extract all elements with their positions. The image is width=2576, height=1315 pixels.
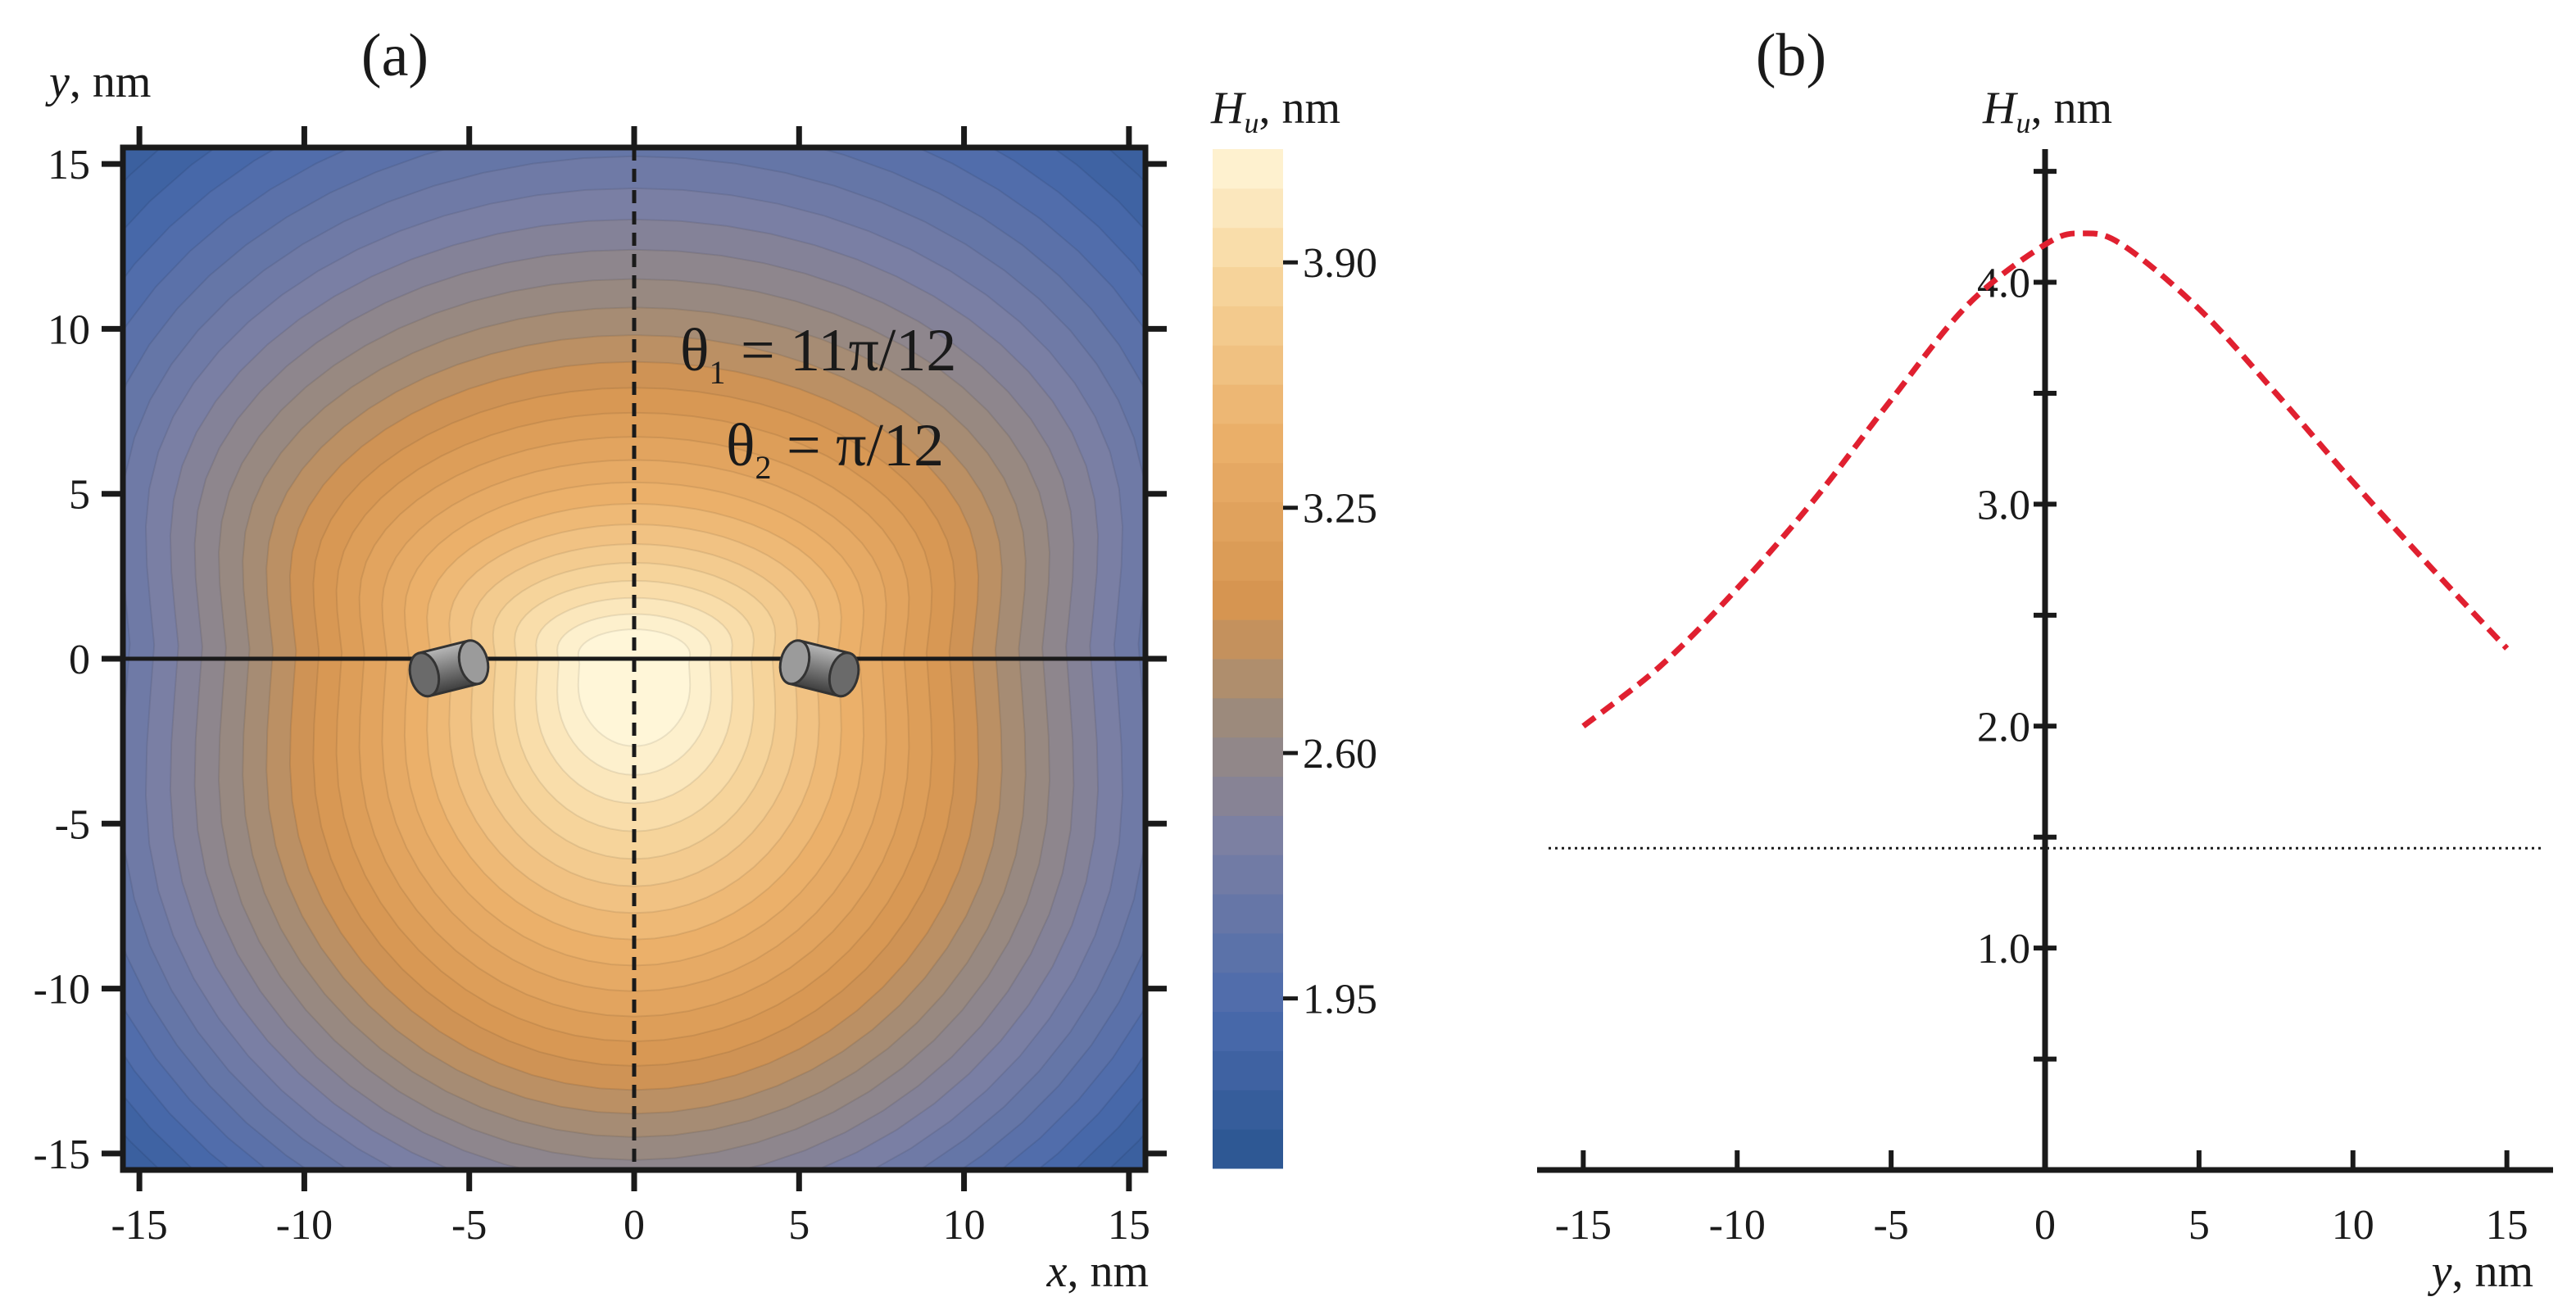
colorbar-band <box>1213 1090 1283 1130</box>
colorbar-band <box>1213 815 1283 855</box>
colorbar-label: 3.90 <box>1303 240 1377 287</box>
x-tick-label: 5 <box>788 1202 810 1249</box>
panel-b-label: (b) <box>1756 22 1826 89</box>
theta1-annotation: θ1 = 11π/12 <box>680 317 956 391</box>
colorbar-band <box>1213 894 1283 934</box>
theta2-annotation: θ2 = π/12 <box>726 412 944 486</box>
line-panel: (b) Hu, nm y, nm -15 -10 -5 0 5 10 15 1.0 2.0 3.0… <box>1537 22 2553 1297</box>
y-tick-label: 4.0 <box>1977 261 2030 307</box>
colorbar-band <box>1213 659 1283 699</box>
colorbar-band <box>1213 1050 1283 1091</box>
colorbar: Hu, nm 3.90 3.25 2.60 1.95 <box>1210 83 1377 1169</box>
heatmap-xlabel: x, nm <box>1046 1246 1149 1297</box>
colorbar-band <box>1213 776 1283 816</box>
y-tick-label: 1.0 <box>1977 926 2030 973</box>
colorbar-ticks <box>1283 260 1298 1001</box>
colorbar-band <box>1213 306 1283 346</box>
heatmap-panel: (a) -15 -10 -5 0 5 10 15 15 10 5 0 -5 -10 -15 θ1 = 11… <box>34 22 1167 1297</box>
y-tick-label: 2.0 <box>1977 704 2030 750</box>
x-tick-label: -10 <box>1709 1202 1766 1249</box>
colorbar-band <box>1213 697 1283 738</box>
colorbar-band <box>1213 580 1283 620</box>
colorbar-band <box>1213 619 1283 660</box>
y-tick-label: 0 <box>69 637 90 683</box>
colorbar-band <box>1213 188 1283 229</box>
line-series <box>1549 230 2543 850</box>
line-ticks <box>1581 169 2510 1170</box>
colorbar-band <box>1213 384 1283 424</box>
colorbar-label: 3.25 <box>1303 486 1377 533</box>
colorbar-band <box>1213 541 1283 581</box>
colorbar-band <box>1213 266 1283 306</box>
y-tick-label: -15 <box>34 1131 90 1178</box>
heatmap-ticks <box>102 126 1167 1191</box>
line-xlabel: y, nm <box>2428 1246 2533 1297</box>
colorbar-bands <box>1213 149 1283 1169</box>
colorbar-label: 1.95 <box>1303 977 1377 1023</box>
colorbar-band <box>1213 1129 1283 1169</box>
x-tick-label: 15 <box>1108 1202 1150 1249</box>
y-tick-label: 5 <box>69 472 90 519</box>
colorbar-band <box>1213 345 1283 385</box>
colorbar-band <box>1213 423 1283 464</box>
colorbar-band <box>1213 149 1283 189</box>
y-tick-label: -5 <box>55 801 90 848</box>
y-tick-label: 10 <box>48 306 90 353</box>
colorbar-title: Hu, nm <box>1210 83 1340 139</box>
x-tick-label: -15 <box>111 1202 167 1249</box>
colorbar-band <box>1213 1011 1283 1051</box>
colorbar-band <box>1213 501 1283 542</box>
cylinder-left <box>408 639 490 698</box>
x-tick-label: 10 <box>943 1202 986 1249</box>
y-tick-label: -10 <box>34 967 90 1013</box>
heatmap-tick-labels: -15 -10 -5 0 5 10 15 15 10 5 0 -5 -10 -15 <box>34 142 1150 1249</box>
colorbar-band <box>1213 932 1283 973</box>
y-tick-label: 15 <box>48 142 90 188</box>
x-tick-label: -10 <box>276 1202 333 1249</box>
x-tick-label: 0 <box>624 1202 645 1249</box>
line-ylabel: Hu, nm <box>1982 83 2112 139</box>
x-tick-label: -5 <box>1873 1202 1908 1249</box>
y-tick-label: 3.0 <box>1977 482 2030 528</box>
x-tick-label: -15 <box>1555 1202 1612 1249</box>
x-tick-label: 0 <box>2034 1202 2056 1249</box>
x-tick-label: 5 <box>2188 1202 2210 1249</box>
x-tick-label: 15 <box>2486 1202 2528 1249</box>
x-tick-label: 10 <box>2332 1202 2374 1249</box>
cylinder-right <box>778 639 860 698</box>
series-line <box>1581 230 2510 729</box>
colorbar-band <box>1213 737 1283 778</box>
colorbar-label: 2.60 <box>1303 731 1377 778</box>
panel-a-label: (a) <box>361 22 429 89</box>
line-tick-labels: -15 -10 -5 0 5 10 15 1.0 2.0 3.0 4.0 <box>1555 261 2528 1249</box>
x-tick-label: -5 <box>451 1202 487 1249</box>
colorbar-band <box>1213 462 1283 503</box>
colorbar-band <box>1213 972 1283 1013</box>
colorbar-band <box>1213 855 1283 895</box>
colorbar-band <box>1213 227 1283 268</box>
colorbar-labels: 3.90 3.25 2.60 1.95 <box>1303 240 1377 1023</box>
heatmap-ylabel: y, nm <box>45 57 151 107</box>
